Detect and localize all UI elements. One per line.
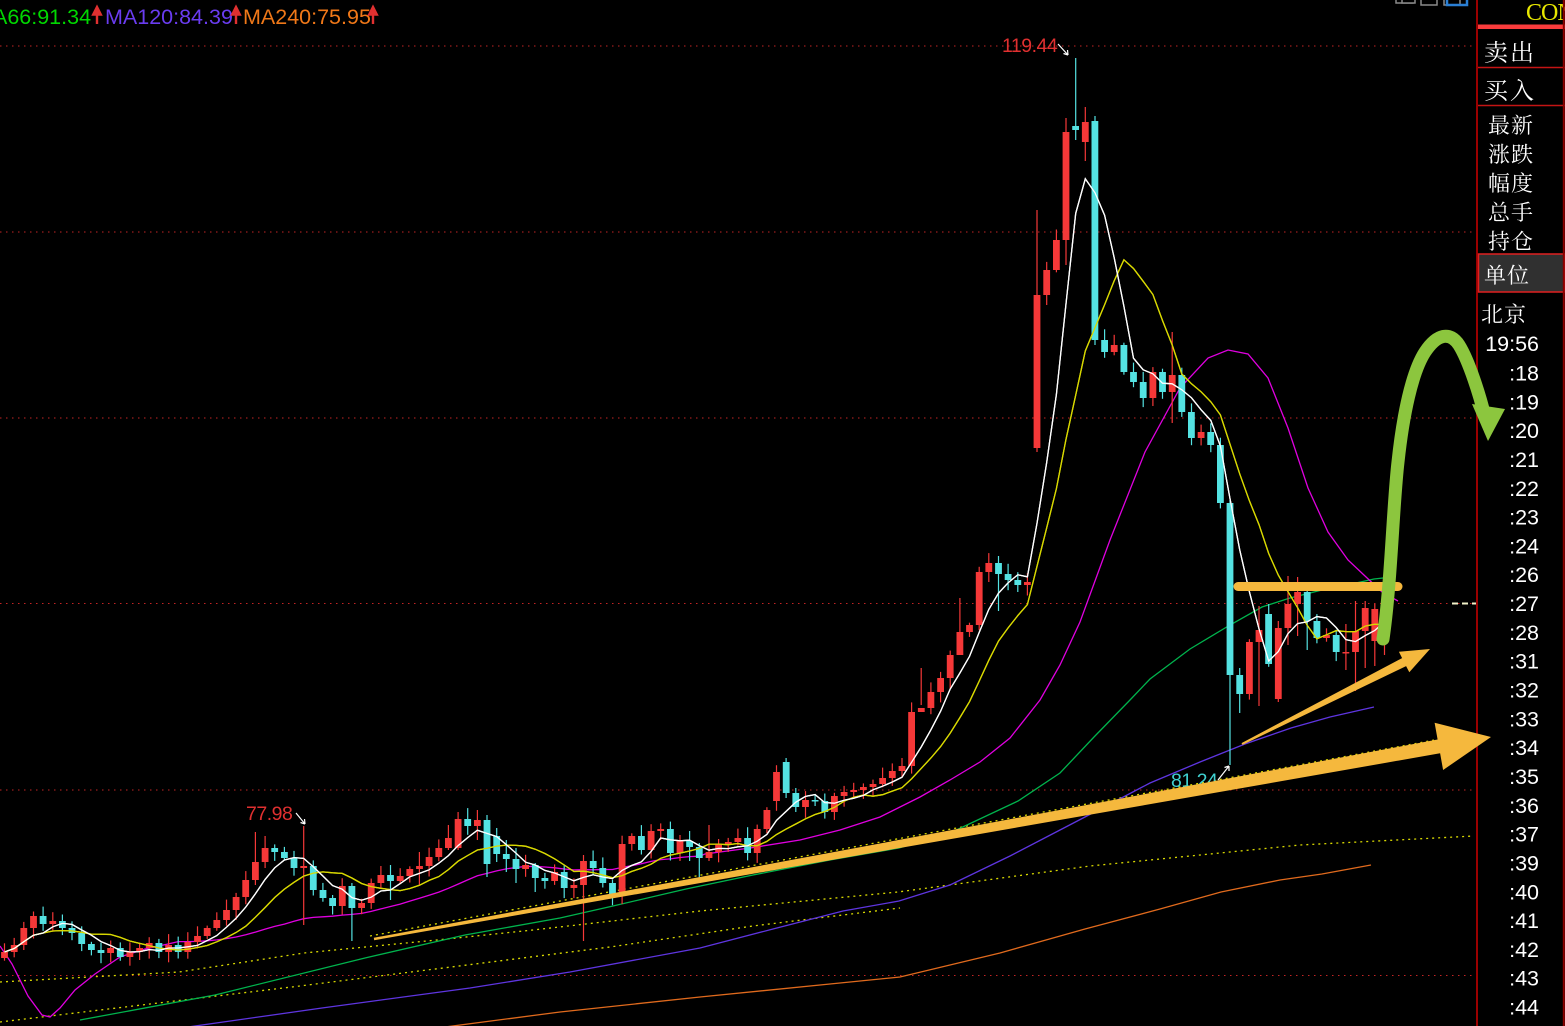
svg-text::28: :28 xyxy=(1509,621,1539,645)
svg-text::36: :36 xyxy=(1509,794,1539,818)
svg-text::21: :21 xyxy=(1509,448,1539,472)
svg-text::41: :41 xyxy=(1509,909,1539,933)
svg-text::42: :42 xyxy=(1509,938,1539,962)
svg-text::44: :44 xyxy=(1509,996,1539,1020)
svg-text:119.44: 119.44 xyxy=(1002,35,1058,57)
svg-text:MA240:75.95: MA240:75.95 xyxy=(243,5,371,29)
svg-text::43: :43 xyxy=(1509,967,1539,991)
svg-text::19: :19 xyxy=(1509,390,1539,414)
svg-text::23: :23 xyxy=(1509,506,1539,530)
svg-text::22: :22 xyxy=(1509,477,1539,501)
svg-text::20: :20 xyxy=(1509,419,1539,443)
svg-text::27: :27 xyxy=(1509,592,1539,616)
svg-text::40: :40 xyxy=(1509,880,1539,904)
svg-text::32: :32 xyxy=(1509,679,1539,703)
svg-text::39: :39 xyxy=(1509,851,1539,875)
svg-text::31: :31 xyxy=(1509,650,1539,674)
svg-text:19:56: 19:56 xyxy=(1485,332,1539,356)
svg-text::34: :34 xyxy=(1509,736,1539,760)
svg-text::33: :33 xyxy=(1509,707,1539,731)
svg-text:A66:91.34: A66:91.34 xyxy=(0,5,91,29)
svg-text::35: :35 xyxy=(1509,765,1539,789)
svg-text::18: :18 xyxy=(1509,362,1539,386)
svg-text::37: :37 xyxy=(1509,823,1539,847)
svg-text:MA120:84.39: MA120:84.39 xyxy=(105,5,233,29)
svg-text::26: :26 xyxy=(1509,563,1539,587)
svg-text:77.98: 77.98 xyxy=(246,803,292,825)
svg-text:CON: CON xyxy=(1526,0,1565,26)
svg-text::24: :24 xyxy=(1509,534,1539,558)
